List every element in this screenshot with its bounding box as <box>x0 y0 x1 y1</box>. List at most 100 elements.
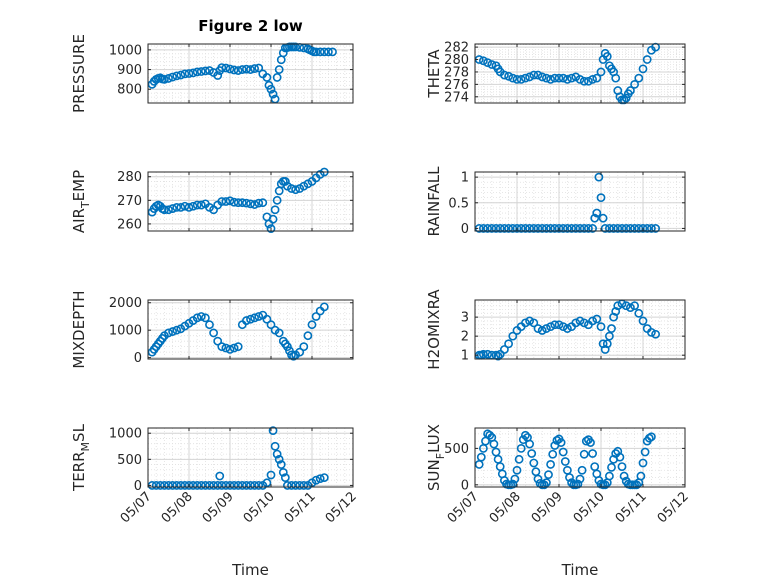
data-point <box>575 224 585 233</box>
data-point <box>270 441 280 451</box>
data-point <box>266 84 276 94</box>
data-point <box>510 474 520 484</box>
data-point <box>592 208 602 218</box>
x-tick-label: 05/08 <box>159 489 196 526</box>
data-point <box>268 214 278 224</box>
data-point <box>558 447 568 457</box>
data-point <box>636 471 646 481</box>
data-point <box>567 224 576 233</box>
data-point <box>487 60 497 69</box>
data-point <box>254 198 264 208</box>
data-point <box>504 224 513 233</box>
data-point <box>525 72 534 82</box>
data-point <box>550 224 560 233</box>
data-point <box>229 343 239 353</box>
data-point <box>558 224 568 233</box>
data-point <box>184 481 194 490</box>
axes-box <box>474 43 686 104</box>
data-point <box>592 73 602 83</box>
data-point <box>188 201 198 211</box>
data-point <box>584 76 593 86</box>
data-point <box>209 481 218 490</box>
data-point <box>512 224 522 233</box>
y-tick-label: 1000 <box>109 324 142 339</box>
axes-box <box>147 299 354 360</box>
data-point <box>533 224 543 233</box>
data-point <box>563 324 572 333</box>
data-series <box>147 426 329 490</box>
data-point <box>529 70 539 80</box>
data-point <box>602 52 612 61</box>
data-point <box>221 481 231 490</box>
data-point <box>600 224 610 233</box>
data-point <box>609 224 618 233</box>
y-axis-label: SUNFLUX <box>425 424 447 491</box>
y-tick-label: 800 <box>117 83 142 98</box>
data-point <box>172 202 182 212</box>
data-point <box>483 349 492 359</box>
data-point <box>529 458 539 468</box>
y-tick-label: 1 <box>461 171 469 186</box>
data-point <box>634 73 644 83</box>
data-point <box>579 76 589 86</box>
data-point <box>319 473 329 483</box>
subplot-air-temp: 260 270 280 AIRTEMP <box>70 167 354 233</box>
data-series <box>474 42 660 105</box>
data-point <box>221 197 231 206</box>
data-point <box>537 326 547 335</box>
data-point <box>621 93 631 103</box>
data-point <box>613 224 623 233</box>
data-point <box>533 324 543 333</box>
y-axis-label: RAINFALL <box>425 166 443 237</box>
data-point <box>164 74 173 83</box>
y-tick-label: 278 <box>444 65 469 80</box>
data-point <box>164 205 173 215</box>
data-point <box>323 47 333 57</box>
data-point <box>221 343 231 353</box>
data-point <box>499 224 509 233</box>
data-point <box>640 447 650 457</box>
data-point <box>521 430 530 440</box>
data-point <box>619 471 629 481</box>
data-point <box>596 67 606 77</box>
subplot-h2omixra: 1 2 3 H2OMIXRA <box>425 289 686 370</box>
data-point <box>205 66 214 75</box>
data-point <box>311 47 321 57</box>
x-tick-label: 05/08 <box>487 489 524 526</box>
data-point <box>638 224 648 233</box>
y-tick-label: 500 <box>117 453 142 468</box>
data-point <box>493 351 503 361</box>
data-point <box>217 481 227 490</box>
data-series <box>147 302 329 361</box>
data-point <box>176 481 186 490</box>
data-point <box>225 64 235 74</box>
y-tick-label: 1000 <box>109 427 142 442</box>
data-point <box>554 224 564 233</box>
data-point <box>651 224 660 233</box>
data-point <box>184 69 194 78</box>
data-point <box>225 344 235 354</box>
data-point <box>575 474 585 484</box>
x-axis-label: Time <box>231 561 269 579</box>
y-tick-label: 274 <box>444 90 469 105</box>
data-point <box>266 470 276 480</box>
data-point <box>233 481 243 490</box>
subplot-sun-flux: 0 500 05/07 05/08 05/09 05/10 05/11 05/12 SUNFLU… <box>425 424 692 579</box>
y-axis-label: H2OMIXRA <box>425 289 443 370</box>
data-point <box>630 224 639 233</box>
data-point <box>592 314 602 324</box>
data-point <box>196 200 206 210</box>
data-point <box>584 224 593 233</box>
data-point <box>272 73 282 82</box>
data-point <box>315 474 325 484</box>
data-point <box>172 325 182 335</box>
y-axis-label: MIXDEPTH <box>70 290 88 368</box>
data-point <box>262 478 272 488</box>
data-point <box>241 481 251 490</box>
y-axis-label: TERRMSL <box>70 423 92 492</box>
data-point <box>638 458 648 468</box>
data-point <box>626 224 635 233</box>
y-tick-label: 900 <box>117 63 142 78</box>
data-point <box>525 224 534 233</box>
data-series <box>474 429 656 490</box>
